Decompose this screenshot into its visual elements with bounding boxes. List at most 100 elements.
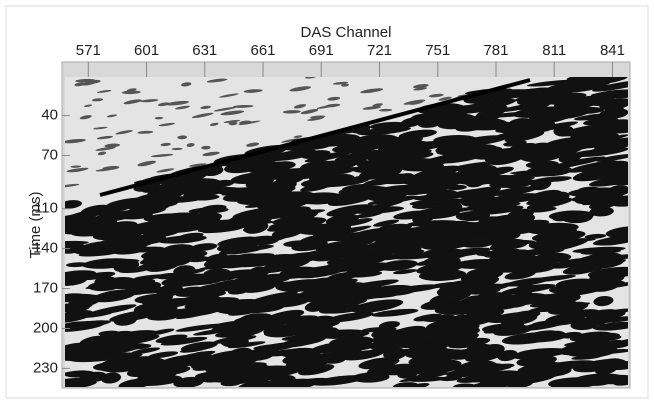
wavelet [588, 359, 616, 367]
wavelet [202, 227, 243, 234]
wavelet [578, 337, 601, 346]
wavelet [421, 248, 450, 257]
wavelet [307, 117, 324, 121]
wavelet [326, 193, 353, 203]
wavelet [602, 339, 623, 347]
wavelet [598, 89, 628, 96]
wavelet [569, 309, 615, 319]
wavelet [219, 93, 239, 98]
wavelet [224, 365, 247, 371]
wavelet [407, 232, 445, 245]
wavelet [152, 304, 176, 316]
wavelet [275, 176, 304, 184]
wavelet [250, 196, 296, 203]
wavelet [178, 232, 204, 240]
wavelet [175, 105, 190, 110]
wavelet [97, 151, 107, 156]
wavelet [130, 343, 152, 350]
wavelet [340, 83, 349, 87]
wavelet [460, 308, 505, 322]
wavelet [412, 84, 429, 89]
wavelet [519, 247, 565, 256]
wavelet [502, 238, 528, 249]
wavelet [351, 299, 404, 313]
wavelet [65, 275, 88, 286]
wavelet [567, 317, 590, 323]
wavelet [380, 331, 409, 342]
wavelet [316, 329, 367, 339]
wavelet [317, 141, 341, 147]
wavelet [528, 176, 565, 184]
wavelet [493, 219, 550, 234]
wavelet [493, 325, 534, 336]
wavelet [147, 328, 175, 336]
wavelet [139, 252, 189, 265]
wavelet [369, 121, 408, 130]
wavelet [463, 287, 501, 295]
wavelet [119, 286, 174, 294]
wavelet [121, 234, 167, 246]
wavelet [131, 224, 157, 233]
wavelet [589, 206, 614, 217]
wavelet [392, 382, 420, 387]
x-tick-label: 721 [367, 42, 392, 59]
wavelet [326, 304, 373, 314]
wavelet [183, 188, 215, 199]
wavelet [344, 163, 398, 172]
wavelet [214, 187, 266, 195]
wavelet [526, 79, 580, 87]
wavelet [232, 216, 272, 226]
x-tick-label: 601 [134, 42, 159, 59]
wavelet [461, 196, 511, 208]
x-tick-label: 841 [600, 42, 625, 59]
wavelet [134, 293, 174, 304]
wavelet [243, 224, 267, 233]
wavelet [566, 136, 587, 145]
wavelet [278, 217, 327, 231]
wavelet [234, 315, 261, 322]
wavelet [460, 379, 514, 387]
wavelet [596, 153, 628, 162]
wavelet [373, 219, 400, 227]
wavelet [404, 225, 451, 234]
wavelet [465, 176, 486, 188]
wavelet [171, 147, 183, 151]
wavelet [408, 354, 443, 367]
wavelet [157, 102, 170, 107]
wavelet [211, 320, 261, 330]
wavelet [355, 293, 397, 299]
y-tick-label: 170 [33, 280, 58, 297]
wavelet [409, 101, 423, 105]
wavelet [598, 119, 628, 130]
wavelet [562, 263, 602, 275]
wavelet [516, 93, 555, 105]
wavelet [65, 200, 82, 209]
wavelet [582, 195, 628, 206]
wavelet [531, 293, 564, 300]
wavelet [247, 266, 270, 279]
wavelet [147, 351, 179, 359]
wavelet [411, 203, 437, 209]
wavelet [413, 87, 428, 91]
wavelet [206, 78, 228, 83]
wavelet [492, 186, 539, 196]
wavelet [327, 194, 373, 206]
wavelet [304, 151, 352, 163]
wavelet [136, 258, 184, 270]
wavelet [572, 246, 626, 253]
wavelet [373, 174, 429, 185]
wavelet [232, 104, 254, 108]
wavelet [246, 142, 260, 147]
wavelet [82, 258, 133, 269]
wavelet [85, 79, 101, 84]
y-tick-label: 110 [34, 200, 58, 217]
wavelet [584, 233, 607, 239]
wavelet [340, 218, 373, 227]
wavelet [176, 310, 214, 320]
wavelet [528, 206, 557, 213]
seismic-texture [65, 77, 628, 387]
wavelet [533, 119, 556, 133]
wavelet [130, 347, 161, 355]
wavelet [464, 295, 486, 306]
wavelet [65, 303, 90, 313]
